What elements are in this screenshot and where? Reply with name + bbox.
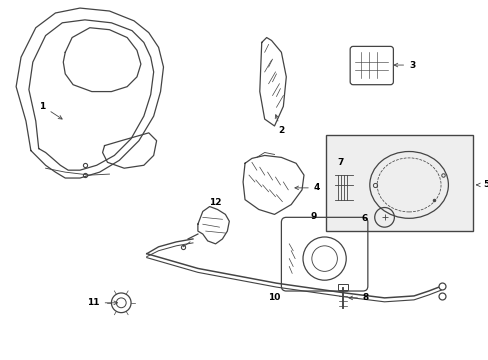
Text: 6: 6 [361,214,367,223]
Bar [325,135,472,231]
Text: 5: 5 [476,180,488,189]
Text: 3: 3 [393,60,414,69]
Text: 10: 10 [268,293,280,302]
Text: 4: 4 [294,183,320,192]
Text: 12: 12 [209,198,222,207]
Text: 11: 11 [87,298,117,307]
Text: 8: 8 [348,293,368,302]
Text: 1: 1 [40,102,62,119]
Text: 7: 7 [336,158,343,167]
Text: 9: 9 [310,212,316,221]
Text: 2: 2 [275,115,284,135]
